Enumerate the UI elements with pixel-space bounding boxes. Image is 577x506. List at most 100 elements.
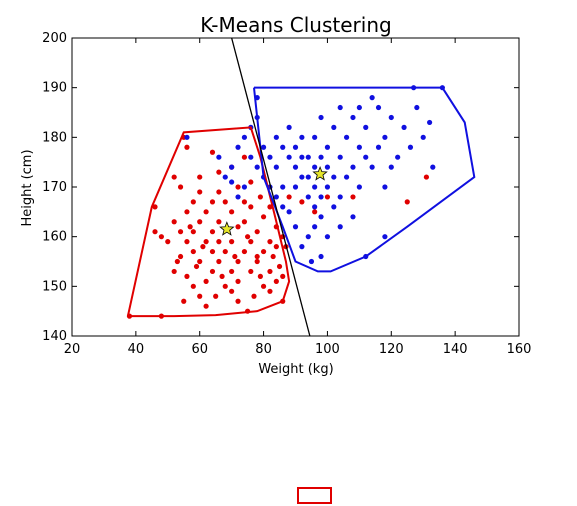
blue-cluster-point bbox=[331, 124, 337, 130]
red-cluster-point bbox=[267, 288, 273, 294]
red-cluster-point bbox=[222, 248, 228, 255]
blue-cluster-point bbox=[324, 144, 331, 150]
y-tick-label: 170 bbox=[42, 180, 67, 195]
red-cluster-point bbox=[229, 209, 235, 215]
red-cluster-point bbox=[324, 194, 331, 200]
red-cluster-point bbox=[267, 268, 273, 275]
red-cluster-point bbox=[257, 273, 263, 279]
centroid-star-1 bbox=[219, 221, 235, 236]
blue-cluster-point bbox=[248, 154, 254, 160]
red-cluster-point bbox=[229, 288, 235, 294]
blue-cluster-point bbox=[324, 184, 331, 190]
blue-cluster-point bbox=[299, 154, 305, 160]
red-cluster-point bbox=[219, 273, 225, 279]
blue-cluster-point bbox=[356, 104, 362, 111]
blue-cluster-point bbox=[331, 204, 337, 210]
blue-cluster-point bbox=[337, 104, 343, 111]
blue-cluster-point bbox=[235, 194, 241, 200]
blue-cluster-point bbox=[369, 95, 375, 101]
red-cluster-point bbox=[235, 298, 241, 304]
blue-cluster-point bbox=[318, 214, 324, 220]
red-cluster-point bbox=[267, 239, 273, 245]
blue-cluster-point bbox=[350, 114, 356, 121]
red-cluster-point bbox=[181, 298, 187, 304]
red-cluster-point bbox=[257, 194, 263, 200]
blue-cluster-point bbox=[318, 194, 324, 200]
red-cluster-point bbox=[267, 204, 273, 210]
red-cluster-point bbox=[222, 199, 228, 205]
red-cluster-point bbox=[197, 293, 203, 299]
blue-cluster-point bbox=[363, 154, 369, 160]
blue-cluster-point bbox=[292, 164, 299, 170]
red-cluster-point bbox=[197, 219, 203, 225]
blue-cluster-point bbox=[305, 234, 311, 240]
red-cluster-point bbox=[286, 194, 292, 200]
red-cluster-point bbox=[203, 239, 209, 245]
blue-cluster-point bbox=[312, 224, 318, 230]
blue-cluster-point bbox=[382, 234, 388, 240]
blue-cluster-point bbox=[229, 179, 235, 185]
red-cluster-point bbox=[235, 184, 241, 190]
red-cluster-point bbox=[299, 199, 305, 205]
red-cluster-point bbox=[222, 283, 228, 289]
blue-cluster-point bbox=[216, 154, 222, 160]
red-cluster-point bbox=[203, 209, 209, 215]
blue-cluster-point bbox=[273, 134, 279, 140]
red-cluster-point bbox=[273, 244, 279, 250]
red-cluster-point bbox=[197, 174, 203, 180]
red-cluster-point bbox=[350, 194, 356, 200]
y-tick-label: 140 bbox=[42, 329, 67, 344]
blue-cluster-point bbox=[388, 114, 394, 121]
red-cluster-point bbox=[216, 189, 222, 195]
blue-cluster-point bbox=[427, 119, 433, 126]
red-cluster-point bbox=[197, 258, 203, 265]
red-cluster-point bbox=[232, 253, 238, 260]
blue-cluster-point bbox=[273, 194, 279, 200]
blue-cluster-point bbox=[280, 204, 286, 210]
red-cluster-point bbox=[200, 244, 206, 250]
red-cluster-point bbox=[203, 278, 209, 284]
blue-cluster-point bbox=[343, 174, 350, 180]
axes: 20 40 60 80 100 120 140 160 140 150 160 170 180 190 20… bbox=[42, 31, 531, 357]
blue-cluster-hull bbox=[252, 86, 476, 273]
blue-cluster-point bbox=[324, 234, 331, 240]
red-cluster-point bbox=[216, 169, 222, 175]
blue-cluster-point bbox=[318, 114, 324, 121]
legend-box bbox=[297, 487, 332, 504]
red-cluster-point bbox=[190, 248, 196, 255]
red-cluster-point bbox=[209, 149, 216, 155]
red-cluster-point bbox=[254, 253, 260, 260]
red-cluster-point bbox=[241, 219, 248, 225]
red-cluster-point bbox=[241, 154, 248, 160]
red-cluster-point bbox=[190, 229, 196, 235]
blue-cluster-point bbox=[388, 164, 394, 170]
blue-cluster-point bbox=[235, 144, 241, 150]
red-cluster-point bbox=[213, 293, 219, 299]
red-cluster-point bbox=[312, 209, 318, 215]
red-cluster-point bbox=[184, 144, 190, 150]
blue-cluster-point bbox=[369, 164, 375, 170]
red-cluster-point bbox=[184, 273, 190, 279]
blue-cluster-point bbox=[299, 244, 305, 250]
blue-cluster-point bbox=[382, 134, 388, 140]
blue-cluster-point bbox=[407, 144, 414, 150]
red-cluster-point bbox=[248, 239, 254, 245]
red-cluster-point bbox=[203, 303, 209, 309]
blue-cluster-point bbox=[222, 174, 228, 180]
blue-cluster-point bbox=[318, 154, 324, 160]
red-cluster-point bbox=[216, 239, 222, 245]
red-cluster-point bbox=[152, 204, 158, 210]
red-cluster-point bbox=[241, 199, 248, 205]
blue-cluster-point bbox=[305, 154, 311, 160]
blue-cluster-point bbox=[356, 184, 362, 190]
red-cluster-point bbox=[248, 179, 254, 185]
x-tick-label: 40 bbox=[128, 342, 145, 357]
blue-cluster-point bbox=[375, 144, 382, 150]
blue-cluster-point bbox=[280, 184, 286, 190]
blue-cluster-point bbox=[286, 124, 292, 130]
blue-cluster-point bbox=[254, 164, 260, 170]
red-cluster-point bbox=[174, 258, 180, 265]
red-cluster-point bbox=[190, 199, 196, 205]
plot-area bbox=[126, 38, 476, 336]
red-cluster-point bbox=[184, 209, 190, 215]
